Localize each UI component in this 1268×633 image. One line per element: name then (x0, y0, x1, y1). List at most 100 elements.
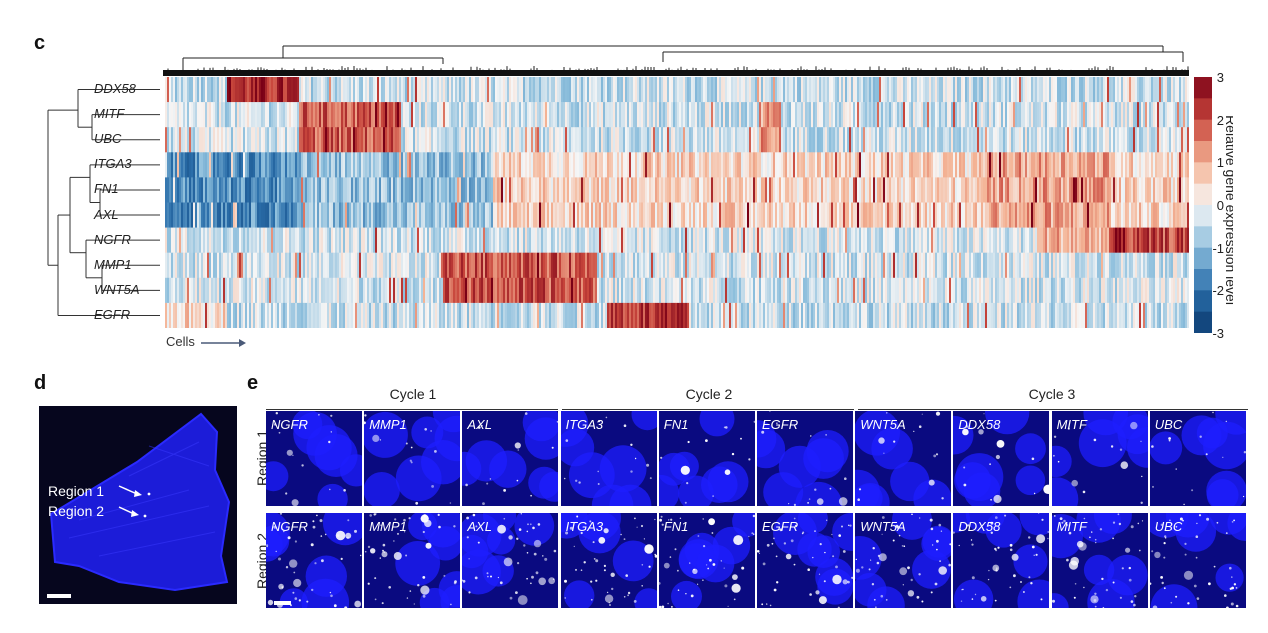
heatmap-cell (1119, 127, 1122, 153)
heatmap-cell (903, 177, 906, 203)
heatmap-cell (761, 77, 764, 103)
heatmap-cell (997, 127, 1000, 153)
heatmap-cell (227, 227, 230, 253)
heatmap-cell (1121, 77, 1124, 103)
heatmap-cell (341, 227, 344, 253)
heatmap-cell (619, 177, 622, 203)
heatmap-cell (957, 277, 960, 304)
heatmap-cell (731, 152, 734, 178)
heatmap-cell (1047, 127, 1050, 153)
heatmap-cell (799, 102, 802, 128)
heatmap-cell (531, 177, 534, 203)
heatmap-cell (479, 227, 482, 253)
heatmap-cell (851, 277, 854, 304)
heatmap-cell (513, 202, 516, 228)
heatmap-cell (1107, 252, 1110, 279)
heatmap-cell (645, 177, 648, 203)
heatmap-cell (923, 102, 926, 128)
heatmap-cell (559, 102, 562, 128)
heatmap-cell (845, 277, 848, 304)
heatmap-cell (599, 127, 602, 153)
heatmap-cell (1071, 102, 1074, 128)
heatmap-cell (427, 152, 430, 178)
heatmap-cell (405, 177, 408, 203)
heatmap-cell (507, 227, 510, 253)
heatmap-cell (719, 202, 722, 228)
heatmap-cell (701, 252, 704, 279)
heatmap-cell (1071, 177, 1074, 203)
heatmap-cell (513, 177, 516, 203)
heatmap-cell (1083, 252, 1086, 279)
heatmap-cell (733, 77, 736, 103)
heatmap-cell (351, 202, 354, 228)
heatmap-cell (989, 152, 992, 178)
heatmap-cell (239, 202, 242, 228)
heatmap-cell (175, 102, 178, 128)
heatmap-cell (265, 177, 268, 203)
heatmap-cell (731, 177, 734, 203)
heatmap-cell (829, 277, 832, 304)
heatmap-cell (675, 177, 678, 203)
heatmap-cell (1097, 277, 1100, 304)
heatmap-cell (461, 127, 464, 153)
heatmap-cell (517, 127, 520, 153)
heatmap-cell (1107, 102, 1110, 128)
heatmap-cell (839, 277, 842, 304)
heatmap-cell (527, 202, 530, 228)
heatmap-cell (863, 152, 866, 178)
heatmap-cell (315, 252, 318, 279)
heatmap-cell (407, 127, 410, 153)
heatmap-cell (899, 252, 902, 279)
heatmap-cell (425, 177, 428, 203)
heatmap-cell (757, 177, 760, 203)
heatmap-cell (797, 152, 800, 178)
heatmap-cell (887, 252, 890, 279)
heatmap-cell (249, 252, 252, 279)
heatmap-cell (705, 277, 708, 304)
heatmap-cell (633, 277, 636, 304)
heatmap-cell (849, 77, 852, 103)
heatmap-cell (499, 127, 502, 153)
heatmap-cell (383, 277, 386, 304)
heatmap-cell (955, 102, 958, 128)
heatmap-cell (483, 252, 486, 279)
heatmap-cell (215, 127, 218, 153)
heatmap-cell (1059, 177, 1062, 203)
gene-label-fn1: FN1 (94, 181, 119, 197)
heatmap-cell (281, 102, 284, 128)
heatmap-cell (391, 177, 394, 203)
heatmap-cell (823, 152, 826, 178)
heatmap-cell (281, 252, 284, 279)
heatmap-cell (185, 127, 188, 153)
heatmap-cell (939, 277, 942, 304)
heatmap-cell (651, 102, 654, 128)
heatmap-cell (381, 77, 384, 103)
heatmap-cell (969, 77, 972, 103)
heatmap-cell (1103, 77, 1106, 103)
heatmap-cell (199, 77, 202, 103)
heatmap-cell (715, 102, 718, 128)
heatmap-cell (561, 277, 564, 304)
heatmap-cell (1077, 102, 1080, 128)
heatmap-cell (765, 77, 768, 103)
heatmap-cell (1037, 202, 1040, 228)
heatmap-cell (555, 127, 558, 153)
heatmap-cell (603, 252, 606, 279)
heatmap-cell (291, 127, 294, 153)
heatmap-cell (999, 127, 1002, 153)
heatmap-cell (669, 252, 672, 279)
heatmap-cell (589, 102, 592, 128)
heatmap-cell (451, 202, 454, 228)
heatmap-cell (853, 227, 856, 253)
heatmap-cell (683, 127, 686, 153)
heatmap-cell (1071, 277, 1074, 304)
heatmap-cell (809, 252, 812, 279)
heatmap-cell (1093, 77, 1096, 103)
heatmap-cell (1187, 177, 1189, 203)
heatmap-cell (423, 127, 426, 153)
heatmap-cell (209, 152, 212, 178)
heatmap-cell (505, 77, 508, 103)
heatmap-cell (191, 227, 194, 253)
heatmap-cell (1073, 177, 1076, 203)
heatmap-cell (203, 152, 206, 178)
